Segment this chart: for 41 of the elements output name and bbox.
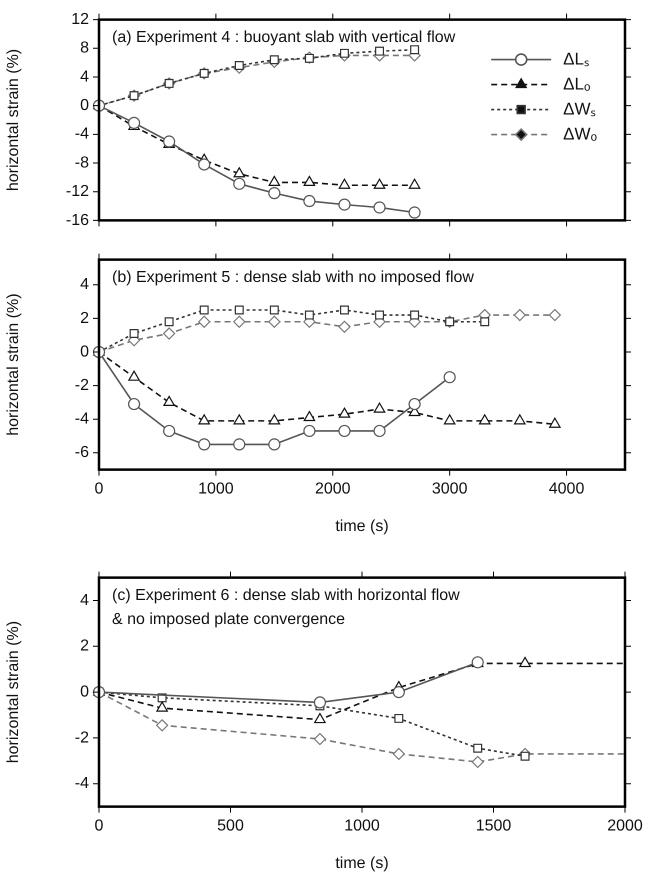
x-tick-label: 500: [217, 818, 244, 835]
y-tick-label: -12: [66, 183, 90, 200]
y-tick-label: -4: [74, 126, 90, 143]
legend-label: ΔLₛ: [563, 49, 589, 68]
y-axis-title: horizontal strain (%): [5, 620, 22, 764]
y-tick-label: 4: [80, 276, 90, 294]
x-axis-title: time (s): [335, 854, 389, 872]
x-tick-label: 0: [94, 818, 104, 835]
y-tick-label: 0: [80, 97, 90, 114]
legend-label: ΔWₒ: [563, 124, 598, 144]
text: (a) Experiment 4 : buoyant slab with vertical flow: [112, 29, 456, 46]
x-tick-label: 2000: [314, 480, 351, 498]
x-tick-label: 4000: [548, 480, 584, 498]
y-axis-title: horizontal strain (%): [5, 293, 22, 436]
y-tick-label: 4: [80, 592, 90, 609]
x-tick-label: 1000: [198, 480, 234, 498]
x-tick-label: 0: [94, 480, 104, 498]
x-tick-label: 3000: [432, 480, 468, 498]
y-tick-label: 12: [71, 11, 90, 28]
y-tick-label: 2: [80, 638, 90, 655]
y-tick-label: 0: [80, 343, 90, 360]
x-axis-title: time (s): [335, 518, 389, 535]
y-axis-title: horizontal strain (%): [5, 48, 22, 192]
text: (c) Experiment 6 : dense slab with horizontal flow & no imposed plate convergence: [112, 587, 460, 628]
x-tick-label: 2000: [607, 818, 643, 835]
y-tick-label: -2: [74, 377, 90, 394]
y-tick-label: -4: [74, 775, 90, 792]
x-tick-label: 1000: [344, 818, 380, 835]
y-tick-label: 2: [80, 310, 90, 327]
legend-label: ΔWₛ: [563, 99, 596, 118]
y-tick-label: -2: [74, 729, 90, 746]
x-tick-label: 1500: [476, 818, 512, 835]
y-tick-label: 8: [80, 40, 90, 57]
y-tick-label: 0: [80, 684, 90, 701]
y-tick-label: 4: [80, 68, 90, 86]
legend-label: ΔLₒ: [563, 74, 590, 94]
y-tick-label: -8: [74, 154, 90, 172]
y-tick-label: -6: [74, 444, 90, 462]
y-tick-label: -4: [74, 410, 90, 428]
y-tick-label: -16: [66, 212, 90, 229]
text: (b) Experiment 5 : dense slab with no imposed flow: [112, 269, 474, 286]
